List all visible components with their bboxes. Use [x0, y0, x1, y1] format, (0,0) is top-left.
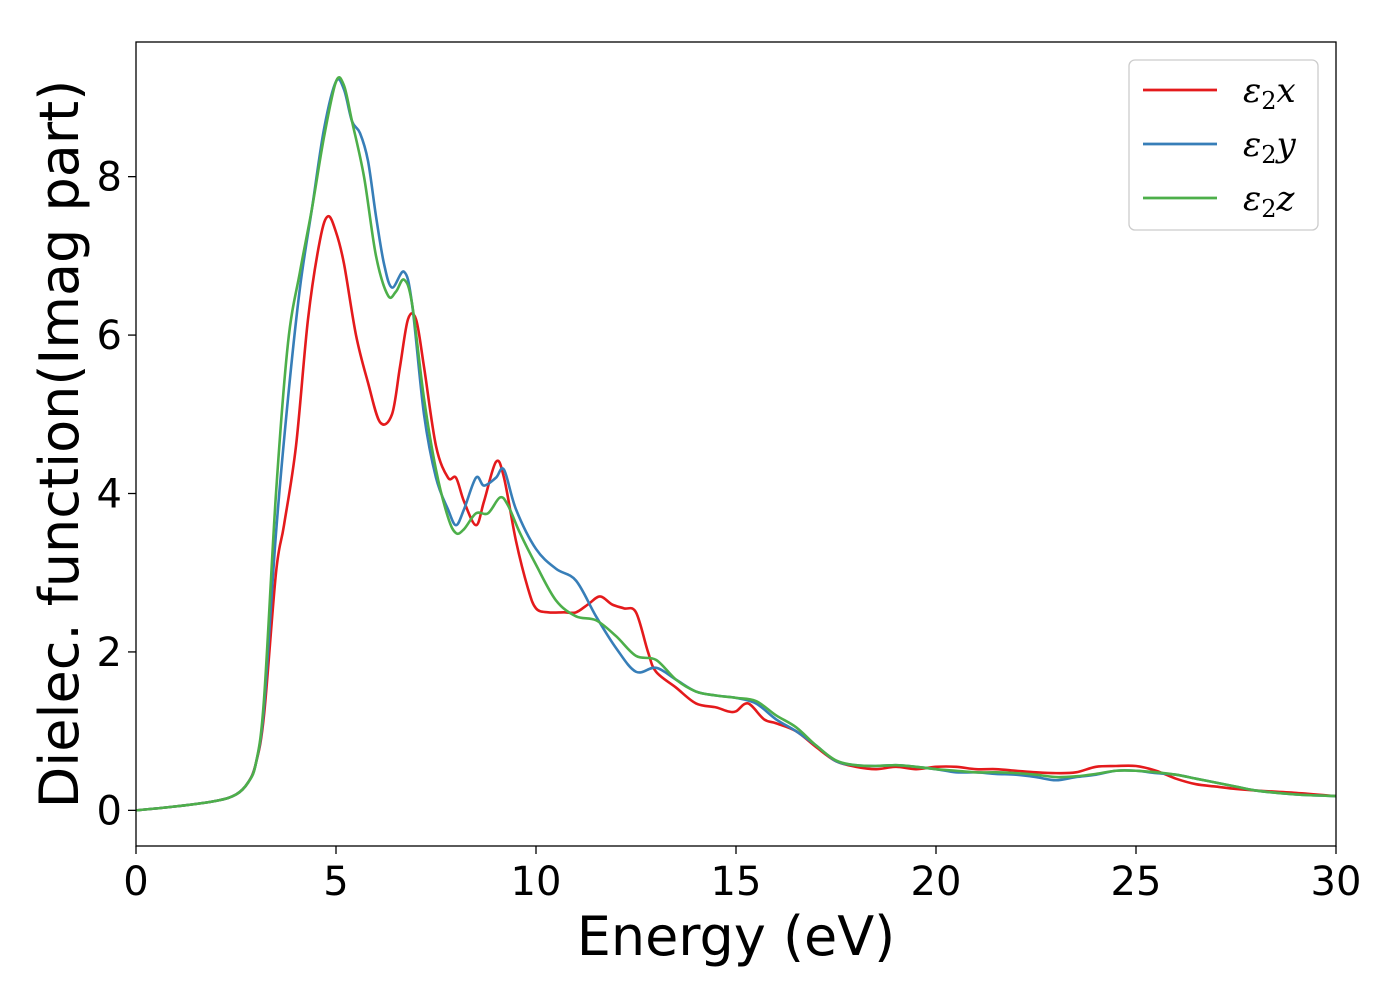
plot-frame: [135, 41, 1337, 847]
legend-label-x: ε2x: [1243, 71, 1296, 115]
x-tick-label: 0: [123, 859, 148, 905]
y-tick-label: 0: [97, 788, 122, 834]
x-tick-label: 10: [511, 859, 562, 905]
x-tick-label: 25: [1111, 859, 1162, 905]
legend-box: [1128, 59, 1319, 231]
legend-label-z: ε2z: [1243, 179, 1296, 223]
legend: ε2x ε2y ε2z: [1128, 59, 1319, 231]
x-axis-label: Energy (eV): [577, 905, 896, 968]
y-tick-label: 2: [97, 630, 122, 676]
x-tick-label: 15: [711, 859, 762, 905]
y-tick-label: 4: [97, 472, 122, 518]
legend-label-y: ε2y: [1243, 125, 1297, 169]
x-tick-label: 20: [911, 859, 962, 905]
y-axis-label: Dielec. function(Imag part): [28, 80, 91, 809]
x-tick-label: 30: [1311, 859, 1362, 905]
x-tick-label: 5: [323, 859, 348, 905]
y-tick-label: 8: [97, 155, 122, 201]
series-line-z: [136, 76, 1336, 812]
plot-area: [136, 76, 1336, 812]
x-axis-ticks: 0 5 10 15 20 25 30: [123, 846, 1361, 905]
series-line-x: [136, 214, 1336, 812]
y-axis-ticks: 0 2 4 6 8: [97, 155, 136, 834]
y-tick-label: 6: [97, 313, 122, 359]
